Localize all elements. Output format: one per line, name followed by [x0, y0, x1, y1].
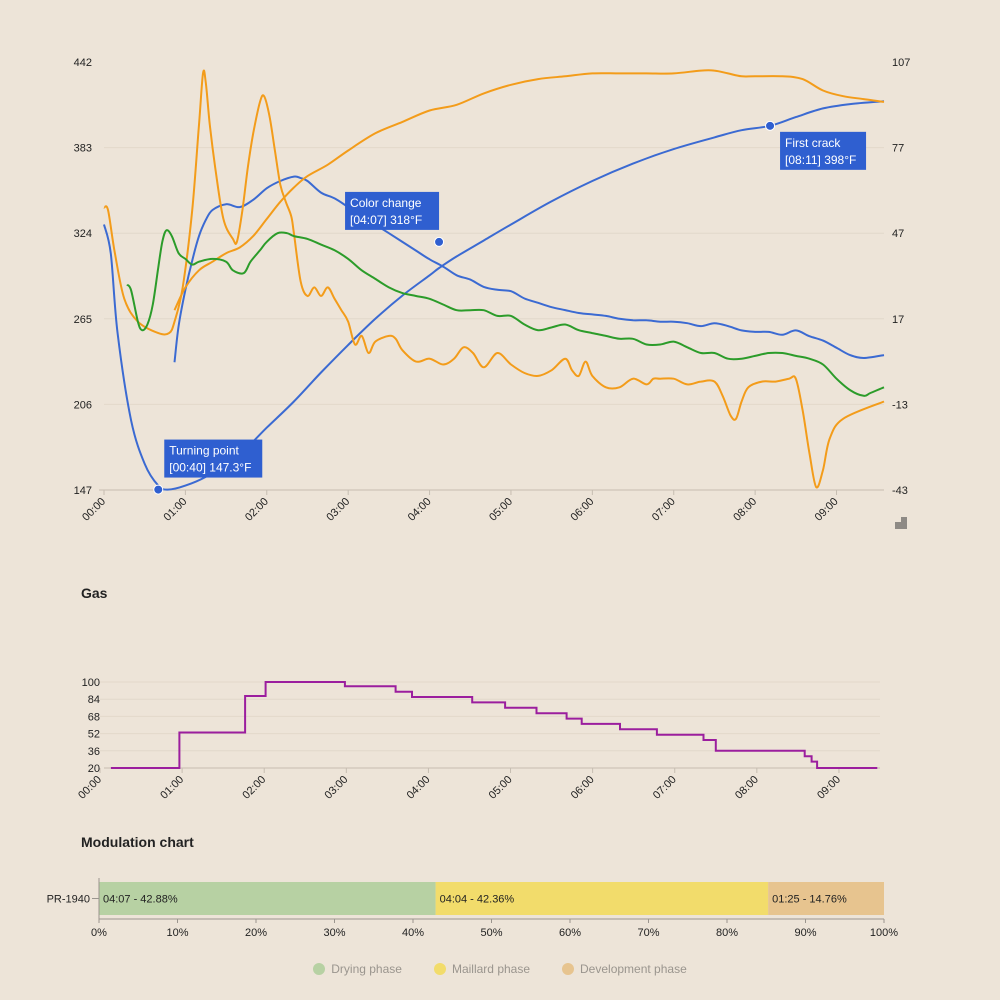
- x-tick-label: 01:00: [158, 774, 186, 802]
- x-tick-label: 30%: [323, 927, 345, 939]
- y-right-tick-label: -13: [892, 399, 908, 411]
- bar-segment-label: 01:25 - 14.76%: [772, 894, 847, 906]
- x-tick-label: 01:00: [162, 496, 190, 524]
- category-label: PR-1940: [47, 894, 90, 906]
- x-tick-label: 04:00: [406, 496, 434, 524]
- legend-dot: [433, 963, 446, 975]
- x-tick-label: 09:00: [815, 774, 843, 802]
- x-tick-label: 08:00: [731, 496, 759, 524]
- y-left-tick-label: 206: [74, 399, 92, 411]
- y-left-tick-label: 265: [74, 314, 92, 326]
- annotation-label: Turning point: [169, 444, 239, 458]
- x-tick-label: 90%: [794, 927, 816, 939]
- legend-item-maillard[interactable]: Maillard phase: [433, 962, 531, 976]
- x-tick-label: 70%: [637, 927, 659, 939]
- annotation-1: Color change [04:07] 318°F: [345, 191, 445, 247]
- series-line-4: [126, 229, 885, 397]
- y-tick-label: 52: [88, 729, 100, 741]
- y-right-tick-label: 47: [892, 228, 904, 240]
- gas-line: [110, 681, 878, 769]
- y-right-tick-label: 17: [892, 314, 904, 326]
- annotation-label: Color change: [350, 196, 422, 210]
- bar-segment-label: 04:04 - 42.36%: [440, 894, 515, 906]
- annotation-2: First crack [08:11] 398°F: [765, 120, 867, 170]
- y-left-tick-label: 147: [74, 485, 92, 497]
- annotation-box: [780, 131, 867, 170]
- annotation-label: First crack: [785, 136, 841, 150]
- gas-title: Gas: [81, 585, 108, 601]
- x-tick-label: 80%: [716, 927, 738, 939]
- annotation-point: [765, 120, 776, 131]
- x-tick-label: 09:00: [813, 496, 841, 524]
- x-tick-label: 06:00: [569, 774, 597, 802]
- series-line-3: [173, 69, 885, 311]
- annotation-box: [345, 191, 440, 230]
- y-right-tick-label: -43: [892, 485, 908, 497]
- roast-chart: 442 383 324 265 206 147 107 77 47 17 -13 -43 00:00 01…: [74, 57, 911, 524]
- series-line-0: [103, 100, 885, 491]
- y-right-tick-label: 107: [892, 57, 910, 69]
- legend-item-drying[interactable]: Drying phase: [313, 962, 402, 976]
- x-tick-label: 0%: [91, 927, 107, 939]
- x-tick-label: 02:00: [243, 496, 271, 524]
- y-tick-label: 20: [88, 763, 100, 775]
- x-tick-label: 04:00: [405, 774, 433, 802]
- y-tick-label: 68: [88, 711, 100, 723]
- x-tick-label: 05:00: [487, 496, 515, 524]
- y-left-tick-label: 442: [74, 57, 92, 69]
- x-tick-label: 06:00: [569, 496, 597, 524]
- x-tick-label: 02:00: [240, 774, 268, 802]
- legend-label: Drying phase: [331, 962, 402, 976]
- annotation-point: [434, 236, 445, 247]
- logo-icon: [895, 517, 907, 529]
- legend-item-development[interactable]: Development phase: [562, 962, 687, 976]
- series-line-1: [173, 175, 885, 363]
- y-left-tick-label: 324: [74, 228, 92, 240]
- annotation-value: [00:40] 147.3°F: [169, 461, 251, 475]
- x-tick-label: 40%: [402, 927, 424, 939]
- legend-dot: [313, 963, 326, 975]
- y-left-tick-label: 383: [74, 143, 92, 155]
- x-tick-label: 03:00: [322, 774, 350, 802]
- y-tick-label: 36: [88, 746, 100, 758]
- x-tick-label: 00:00: [80, 496, 108, 524]
- bar-segment-0: [99, 882, 436, 915]
- x-tick-label: 00:00: [76, 774, 104, 802]
- modulation-title: Modulation chart: [81, 834, 194, 850]
- annotation-box: [164, 439, 263, 478]
- bar-segment-2: [768, 882, 884, 915]
- legend-dot: [562, 963, 575, 975]
- annotation-0: Turning point [00:40] 147.3°F: [153, 439, 263, 495]
- series-line-2: [103, 69, 885, 489]
- x-tick-label: 08:00: [733, 774, 761, 802]
- x-tick-label: 07:00: [650, 496, 678, 524]
- x-tick-label: 50%: [480, 927, 502, 939]
- x-tick-label: 100%: [870, 927, 898, 939]
- legend-label: Maillard phase: [451, 962, 531, 976]
- modulation-legend: Drying phase Maillard phase Development …: [0, 962, 1000, 976]
- x-tick-label: 05:00: [487, 774, 515, 802]
- y-tick-label: 84: [88, 694, 100, 706]
- bar-segment-1: [435, 882, 769, 915]
- y-tick-label: 100: [82, 677, 100, 689]
- bar-segment-label: 04:07 - 42.88%: [103, 894, 178, 906]
- legend-label: Development phase: [580, 962, 687, 976]
- y-right-tick-label: 77: [892, 143, 904, 155]
- x-tick-label: 20%: [245, 927, 267, 939]
- annotation-value: [04:07] 318°F: [350, 213, 422, 227]
- x-tick-label: 07:00: [651, 774, 679, 802]
- annotation-value: [08:11] 398°F: [785, 153, 856, 167]
- annotation-point: [153, 484, 164, 495]
- x-tick-label: 60%: [559, 927, 581, 939]
- x-tick-label: 10%: [166, 927, 188, 939]
- x-tick-label: 03:00: [324, 496, 352, 524]
- modulation-chart: PR-1940 04:07 - 42.88% 04:04 - 42.36% 01:25…: [47, 878, 898, 939]
